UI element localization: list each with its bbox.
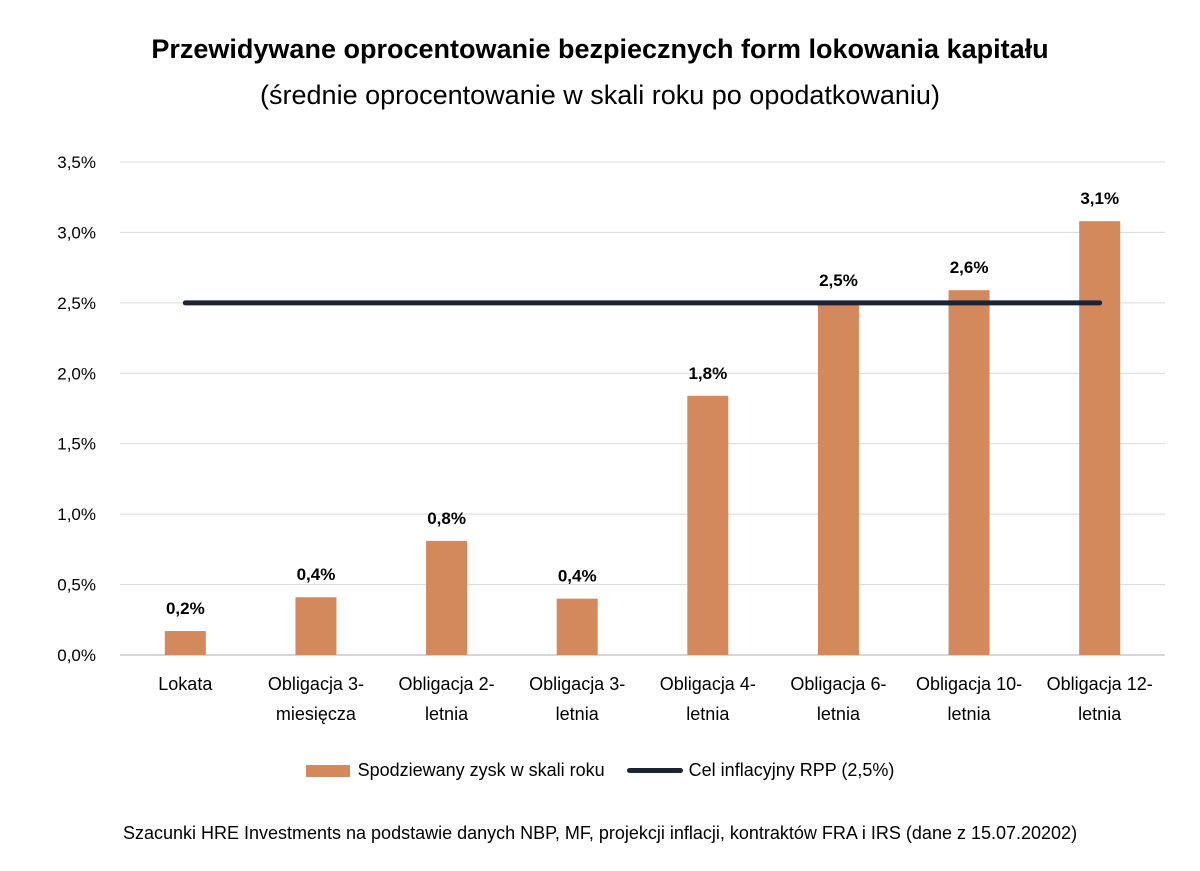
chart-legend: Spodziewany zysk w skali roku Cel inflac…	[0, 760, 1200, 781]
x-category-label: Obligacja 3-	[529, 674, 625, 694]
x-category-label: letnia	[686, 704, 730, 724]
chart-subtitle: (średnie oprocentowanie w skali roku po …	[260, 80, 940, 110]
bar-chart: 0,0% 0,5% 1,0% 1,5% 2,0% 2,5% 3,0% 3,5% 0,2% 0,4%…	[57, 153, 1165, 724]
data-label: 0,8%	[427, 509, 466, 528]
bar	[295, 597, 337, 655]
y-tick-label: 1,0%	[57, 505, 96, 524]
x-category-label: letnia	[425, 704, 469, 724]
legend-item-bars: Spodziewany zysk w skali roku	[305, 760, 605, 781]
data-label: 1,8%	[688, 364, 727, 383]
bar	[948, 290, 990, 655]
x-category-label: letnia	[948, 704, 992, 724]
y-tick-label: 1,5%	[57, 435, 96, 454]
x-category-label: Obligacja 10-	[916, 674, 1022, 694]
x-category-label: letnia	[1078, 704, 1122, 724]
legend-swatch-bar	[305, 764, 350, 777]
source-note: Szacunki HRE Investments na podstawie da…	[122, 823, 1078, 843]
y-tick-label: 2,0%	[57, 364, 96, 383]
bar	[426, 540, 468, 655]
data-label: 0,4%	[297, 565, 336, 584]
data-label: 3,1%	[1080, 189, 1119, 208]
data-label: 0,2%	[166, 599, 205, 618]
bar	[556, 598, 598, 655]
x-category-label: letnia	[817, 704, 861, 724]
data-label: 2,5%	[819, 271, 858, 290]
bar	[687, 395, 729, 655]
bar	[1079, 221, 1121, 655]
chart-title: Przewidywane oprocentowanie bezpiecznych…	[151, 34, 1049, 64]
y-tick-label: 2,5%	[57, 294, 96, 313]
bar	[817, 302, 859, 655]
x-category-label: Obligacja 6-	[790, 674, 886, 694]
y-tick-label: 0,5%	[57, 576, 96, 595]
x-category-label: Obligacja 4-	[660, 674, 756, 694]
y-tick-label: 3,0%	[57, 223, 96, 242]
x-category-label: Obligacja 2-	[399, 674, 495, 694]
legend-item-line: Cel inflacyjny RPP (2,5%)	[626, 760, 895, 781]
y-tick-label: 0,0%	[57, 646, 96, 665]
legend-label-bars: Spodziewany zysk w skali roku	[357, 760, 605, 780]
x-category-label: Obligacja 12-	[1047, 674, 1153, 694]
x-category-label: letnia	[556, 704, 600, 724]
bar	[164, 631, 206, 655]
legend-label-line: Cel inflacyjny RPP (2,5%)	[688, 760, 895, 780]
x-category-label: Lokata	[158, 674, 213, 694]
x-category-label: miesięcza	[276, 704, 357, 724]
y-tick-label: 3,5%	[57, 153, 96, 172]
data-label: 2,6%	[950, 258, 989, 277]
legend-swatch-line	[626, 768, 683, 773]
x-category-label: Obligacja 3-	[268, 674, 364, 694]
data-label: 0,4%	[558, 567, 597, 586]
